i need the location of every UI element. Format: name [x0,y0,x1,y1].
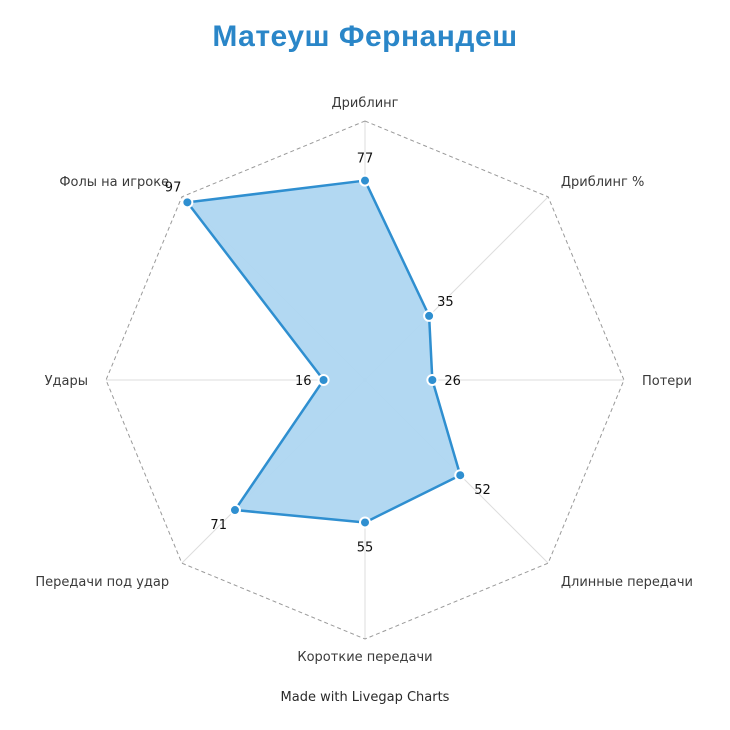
data-point[interactable] [359,174,371,187]
data-point[interactable] [228,504,241,517]
value-label: 97 [165,180,182,195]
credit-text: Made with Livegap Charts [280,690,450,705]
value-label: 26 [444,374,461,389]
value-label: 71 [210,518,227,533]
data-point[interactable] [423,309,436,322]
axis-label: Длинные передачи [561,575,693,590]
radar-series [181,174,467,529]
axis-label: Дриблинг % [561,175,644,190]
value-label: 16 [295,374,312,389]
axis-label: Передачи под удар [35,575,169,590]
value-label: 52 [474,483,491,498]
axis-label: Удары [45,374,88,389]
axis-label: Потери [642,374,692,389]
axis-labels: Дриблинг Дриблинг % Потери Длинные передачи… [35,96,693,665]
value-label: 35 [437,295,454,310]
chart-title: Матеуш Фернандеш [212,20,518,53]
value-label: 77 [357,152,374,167]
data-point[interactable] [181,196,194,209]
data-point[interactable] [454,469,467,482]
series-area [186,179,462,524]
data-point[interactable] [317,374,330,386]
value-label: 55 [357,540,374,555]
value-labels: 77 35 26 52 55 71 16 97 [165,152,491,556]
data-point[interactable] [426,374,439,386]
axis-label: Короткие передачи [297,650,432,665]
outer-grid [105,120,625,640]
axis-label: Фолы на игроке [59,175,169,190]
data-point[interactable] [359,516,371,529]
axis-label: Дриблинг [332,96,399,111]
